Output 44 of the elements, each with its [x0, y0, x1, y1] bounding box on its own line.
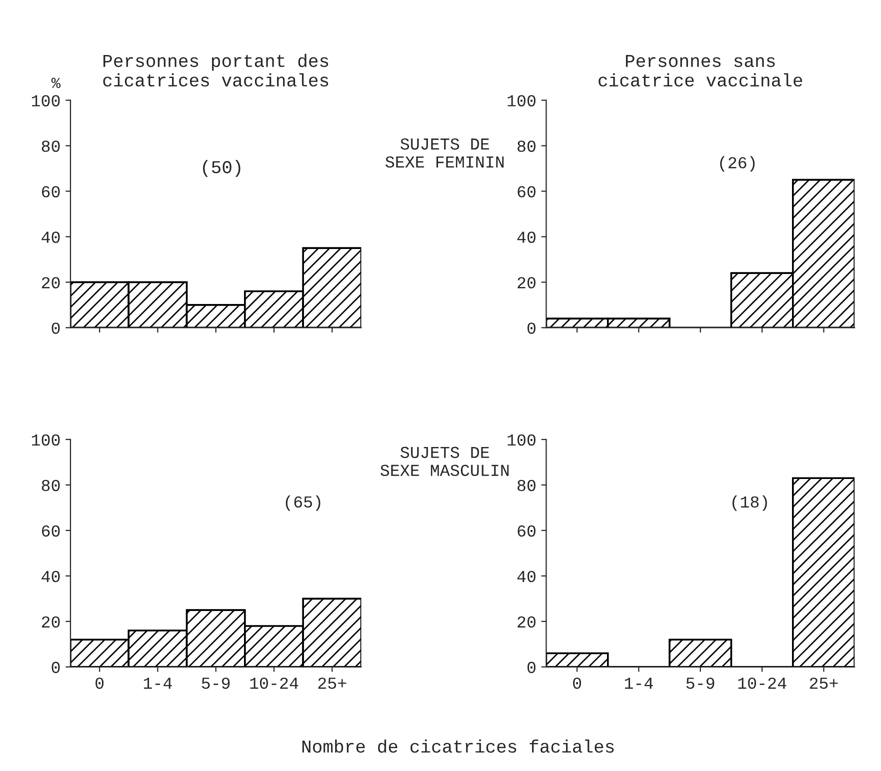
annotation: (26)	[720, 156, 755, 172]
y-tick-label: 20	[42, 277, 60, 288]
y-tick-label: 0	[52, 322, 60, 334]
x-tick-label: 5-9	[686, 678, 714, 689]
x-tick-label: 1-4	[144, 678, 172, 689]
y-tick-label: 40	[42, 232, 60, 243]
y-tick-label: 60	[518, 525, 536, 537]
text: SUJETS DE SEXE FEMININ	[386, 138, 504, 168]
y-tick-label: 80	[518, 140, 536, 152]
y-tick-label: 40	[42, 570, 60, 582]
chart-title: Personnes portant des cicatrices vaccinales	[103, 54, 328, 87]
text: Nombre de cicatrices faciales	[302, 739, 614, 753]
x-tick-label: 25+	[810, 678, 838, 689]
x-tick-label: 5-9	[202, 678, 230, 689]
y-tick-label: 0	[528, 662, 536, 674]
y-tick-label: 80	[42, 140, 60, 152]
y-tick-label: 100	[508, 95, 536, 106]
y-tick-label: 60	[42, 186, 60, 198]
x-tick-label: 10-24	[250, 678, 298, 689]
y-tick-label: 100	[508, 434, 536, 446]
y-axis-title: %	[51, 78, 61, 88]
y-tick-label: 20	[42, 616, 60, 628]
y-tick-label: 80	[518, 480, 536, 492]
x-tick-label: 1-4	[624, 678, 653, 689]
x-tick-label: 10-24	[738, 678, 786, 689]
x-tick-label: 0	[573, 678, 582, 689]
text: SUJETS DE SEXE MASCULIN	[380, 446, 509, 476]
x-tick-label: 25+	[318, 678, 346, 689]
y-tick-label: 0	[528, 322, 536, 334]
y-tick-label: 20	[518, 616, 536, 628]
y-tick-label: 40	[517, 232, 536, 243]
y-tick-label: 40	[517, 570, 536, 582]
x-tick-label: 0	[96, 678, 104, 689]
y-tick-label: 0	[52, 662, 60, 674]
y-tick-label: 60	[42, 525, 60, 537]
y-tick-label: 80	[42, 480, 60, 492]
annotation: (65)	[286, 495, 320, 511]
annotation: (50)	[203, 160, 240, 177]
y-tick-label: 100	[32, 434, 60, 446]
y-tick-label: 60	[518, 186, 536, 198]
y-tick-label: 100	[32, 95, 60, 106]
annotation: (18)	[732, 495, 767, 511]
y-tick-label: 20	[518, 277, 536, 288]
chart-title: Personnes sans cicatrice vaccinale	[598, 55, 802, 87]
